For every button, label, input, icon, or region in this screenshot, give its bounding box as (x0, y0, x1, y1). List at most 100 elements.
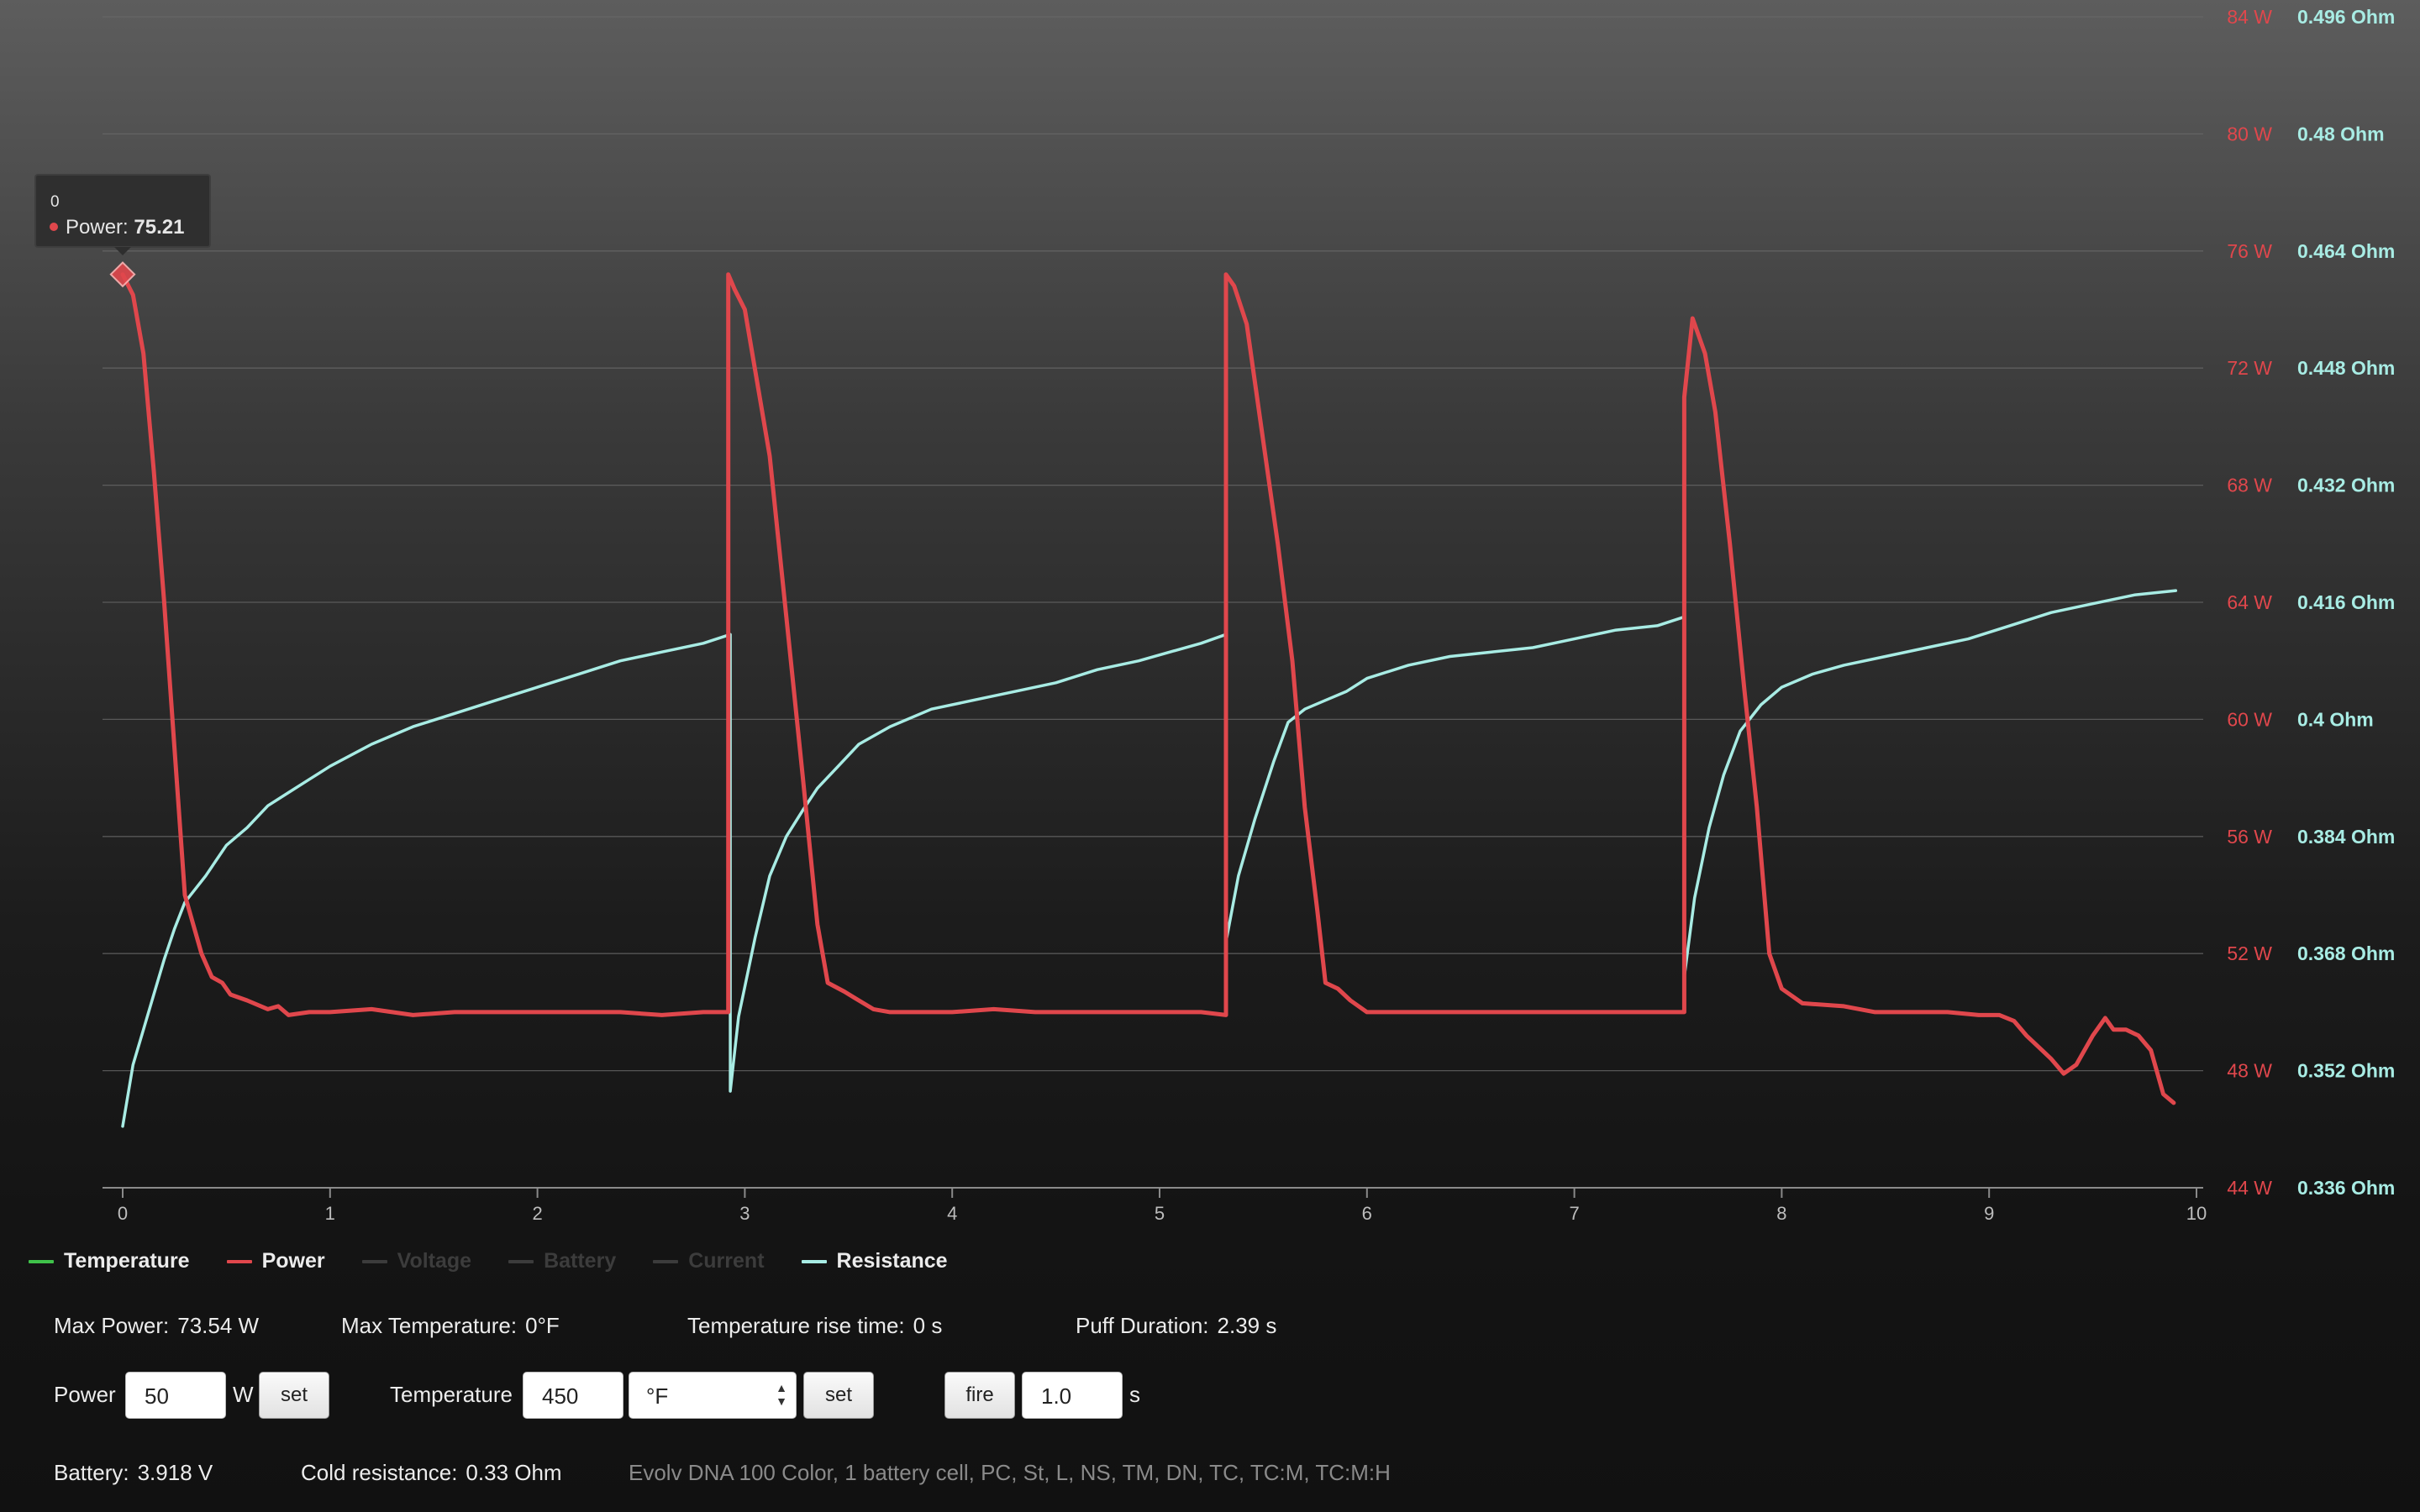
tooltip: 0 Power: 75.21 (34, 174, 211, 255)
power-unit: W (233, 1382, 254, 1407)
tooltip-value: 75.21 (134, 216, 184, 239)
temperature-unit-value: °F (646, 1383, 669, 1409)
power-axis-labels: 84 W 80 W 76 W 72 W 68 W 64 W 60 W 56 W 52 W 48 W… (2227, 6, 2272, 1199)
cold-resistance-label: Cold resistance: (301, 1460, 458, 1485)
resistance-tick-label: 0.432 Ohm (2297, 475, 2395, 496)
resistance-tick-label: 0.352 Ohm (2297, 1060, 2395, 1082)
legend-item-resistance[interactable]: Resistance (801, 1249, 948, 1273)
fire-duration-input[interactable]: 1.0 (1022, 1372, 1123, 1419)
power-label: Power (54, 1382, 116, 1407)
temperature-rise-label: Temperature rise time: (687, 1313, 905, 1338)
legend-swatch (226, 1259, 252, 1263)
x-tick-label: 5 (1155, 1203, 1165, 1224)
tooltip-x: 0 (50, 193, 60, 211)
tooltip-series-dot (50, 223, 58, 231)
legend-label: Voltage (397, 1249, 472, 1273)
x-axis: 0 1 2 3 4 5 6 7 8 9 10 (118, 1188, 2207, 1224)
resistance-tick-label: 0.416 Ohm (2297, 591, 2395, 613)
legend-item-current[interactable]: Current (653, 1249, 765, 1273)
select-arrows-icon: ▲ ▼ (776, 1381, 787, 1408)
resistance-tick-label: 0.384 Ohm (2297, 826, 2395, 848)
legend-item-battery[interactable]: Battery (508, 1249, 616, 1273)
resistance-tick-label: 0.4 Ohm (2297, 708, 2374, 730)
power-hover-marker (109, 261, 136, 288)
set-power-button[interactable]: set (259, 1372, 329, 1419)
power-tick-label: 64 W (2227, 591, 2272, 613)
resistance-tick-label: 0.336 Ohm (2297, 1177, 2395, 1199)
x-tick-label: 3 (739, 1203, 750, 1224)
legend-label: Current (688, 1249, 765, 1273)
battery-info: Battery: 3.918 V (54, 1460, 213, 1486)
power-tick-label: 52 W (2227, 942, 2272, 964)
cold-resistance-value: 0.33 Ohm (466, 1460, 562, 1485)
x-tick-label: 2 (532, 1203, 542, 1224)
max-power-label: Max Power: (54, 1313, 170, 1338)
power-input[interactable]: 50 (125, 1372, 226, 1419)
max-temperature-stat: Max Temperature: 0°F (341, 1313, 560, 1339)
resistance-tick-label: 0.496 Ohm (2297, 6, 2395, 28)
svg-text:Power: 75.21: Power: 75.21 (66, 216, 184, 239)
power-tick-label: 68 W (2227, 475, 2272, 496)
power-tick-label: 44 W (2227, 1177, 2272, 1199)
power-series-line (120, 272, 2176, 1105)
legend-label: Resistance (836, 1249, 948, 1273)
legend-swatch (361, 1259, 387, 1263)
resistance-axis-labels: 0.496 Ohm 0.48 Ohm 0.464 Ohm 0.448 Ohm 0.432… (2297, 6, 2395, 1199)
temperature-rise-stat: Temperature rise time: 0 s (687, 1313, 942, 1339)
power-tick-label: 84 W (2227, 6, 2272, 28)
puff-duration-label: Puff Duration: (1076, 1313, 1209, 1338)
power-tick-label: 56 W (2227, 826, 2272, 848)
x-tick-label: 9 (1984, 1203, 1994, 1224)
log-chart[interactable]: 0 1 2 3 4 5 6 7 8 9 10 84 W 80 W 76 W 72 W 68 W 64 W 60 … (0, 0, 2420, 1235)
x-tick-label: 8 (1776, 1203, 1786, 1224)
fire-button[interactable]: fire (944, 1372, 1015, 1419)
resistance-series-line (121, 589, 2178, 1128)
x-tick-label: 10 (2186, 1203, 2207, 1224)
legend-label: Power (261, 1249, 325, 1273)
temperature-unit-select[interactable]: °F ▲ ▼ (629, 1372, 797, 1419)
legend-swatch (801, 1259, 827, 1263)
puff-duration-stat: Puff Duration: 2.39 s (1076, 1313, 1276, 1339)
tooltip-pointer (114, 247, 131, 255)
resistance-tick-label: 0.464 Ohm (2297, 240, 2395, 262)
power-tick-label: 72 W (2227, 357, 2272, 379)
power-tick-label: 60 W (2227, 708, 2272, 730)
x-tick-label: 7 (1569, 1203, 1579, 1224)
puff-duration-value: 2.39 s (1217, 1313, 1277, 1338)
x-tick-label: 6 (1362, 1203, 1372, 1224)
max-power-value: 73.54 W (177, 1313, 260, 1338)
resistance-tick-label: 0.368 Ohm (2297, 942, 2395, 964)
resistance-tick-label: 0.48 Ohm (2297, 123, 2385, 144)
battery-value: 3.918 V (137, 1460, 213, 1485)
temperature-input[interactable]: 450 (523, 1372, 623, 1419)
legend-item-voltage[interactable]: Voltage (361, 1249, 472, 1273)
chart-legend: Temperature Power Voltage Battery Current Res… (29, 1249, 985, 1273)
x-tick-label: 0 (118, 1203, 128, 1224)
max-temperature-value: 0°F (525, 1313, 560, 1338)
x-tick-label: 1 (325, 1203, 335, 1224)
temperature-label: Temperature (390, 1382, 513, 1407)
chart-series (109, 261, 2178, 1128)
power-tick-label: 48 W (2227, 1060, 2272, 1082)
resistance-tick-label: 0.448 Ohm (2297, 357, 2395, 379)
fire-duration-unit: s (1129, 1382, 1140, 1407)
max-power-stat: Max Power: 73.54 W (54, 1313, 259, 1339)
chart-grid (103, 16, 2203, 1189)
cold-resistance-info: Cold resistance: 0.33 Ohm (301, 1460, 562, 1486)
power-tick-label: 80 W (2227, 123, 2272, 144)
battery-label: Battery: (54, 1460, 129, 1485)
temperature-rise-value: 0 s (913, 1313, 943, 1338)
legend-label: Temperature (64, 1249, 190, 1273)
legend-swatch (29, 1259, 54, 1263)
x-tick-label: 4 (947, 1203, 957, 1224)
max-temperature-label: Max Temperature: (341, 1313, 518, 1338)
legend-label: Battery (544, 1249, 617, 1273)
power-tick-label: 76 W (2227, 240, 2272, 262)
tooltip-series-label: Power (66, 216, 123, 239)
set-temperature-button[interactable]: set (803, 1372, 874, 1419)
legend-item-temperature[interactable]: Temperature (29, 1249, 190, 1273)
legend-item-power[interactable]: Power (226, 1249, 325, 1273)
legend-swatch (653, 1259, 679, 1263)
device-info: Evolv DNA 100 Color, 1 battery cell, PC,… (629, 1460, 1391, 1485)
legend-swatch (508, 1259, 534, 1263)
